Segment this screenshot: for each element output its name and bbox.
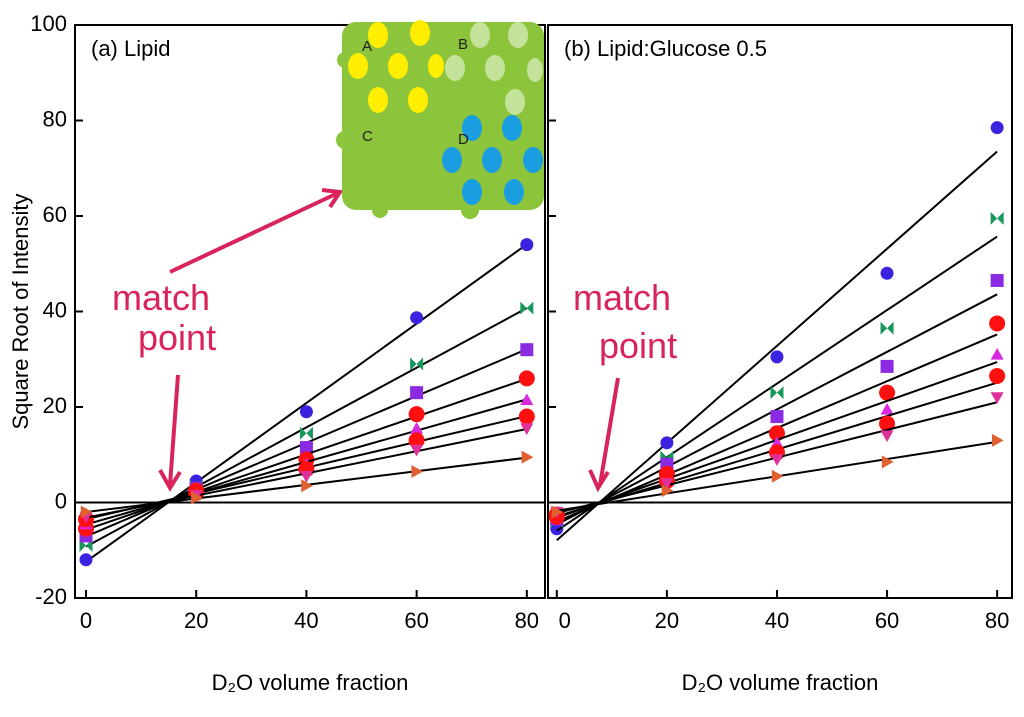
marker	[879, 384, 896, 401]
x-tick-label: 20	[184, 608, 208, 633]
inset-label: B	[458, 36, 468, 53]
marker	[991, 433, 1004, 447]
marker	[299, 441, 313, 455]
marker	[880, 321, 894, 335]
marker	[989, 315, 1006, 332]
marker	[79, 553, 93, 567]
arrows	[158, 188, 620, 493]
marker	[880, 430, 894, 443]
marker	[770, 386, 784, 400]
x-tick-label: 80	[515, 608, 539, 633]
fit-line	[556, 150, 998, 541]
x-tick-label: 40	[765, 608, 789, 633]
marker	[410, 311, 424, 325]
marker	[661, 484, 674, 498]
marker	[879, 415, 896, 432]
marker	[520, 393, 534, 406]
y-tick-label: 60	[43, 202, 67, 227]
marker	[518, 408, 535, 425]
marker	[518, 370, 535, 387]
fit-line	[556, 293, 998, 526]
marker	[301, 479, 313, 493]
marker	[660, 436, 674, 450]
x-tick-label: 0	[559, 608, 571, 633]
inset-label: D	[458, 131, 469, 148]
fit-line	[556, 235, 998, 532]
panel-title: (a) Lipid	[91, 36, 170, 61]
marker	[770, 410, 784, 424]
inset-illustration: A B C D	[336, 20, 544, 219]
marker	[881, 455, 894, 469]
marker	[990, 347, 1004, 360]
y-axis-label: Square Root of Intensity	[8, 193, 33, 429]
marker	[410, 386, 424, 400]
x-tick-label: 0	[80, 608, 92, 633]
y-tick-label: 20	[43, 393, 67, 418]
marker	[771, 469, 784, 483]
marker	[299, 471, 313, 483]
marker	[880, 402, 894, 415]
marker	[410, 444, 424, 457]
x-tick-label: 20	[655, 608, 679, 633]
annotation: match point	[573, 277, 677, 366]
marker	[520, 238, 534, 252]
marker	[520, 343, 534, 357]
marker	[990, 121, 1004, 135]
y-tick-label: 0	[55, 488, 67, 513]
marker	[990, 392, 1004, 404]
marker	[989, 367, 1006, 384]
y-tick-label: 100	[30, 11, 67, 36]
x-axis-label: D₂O volume fraction	[212, 670, 409, 695]
marker	[410, 421, 424, 434]
marker	[770, 454, 784, 467]
marker	[410, 357, 424, 371]
marker	[299, 405, 313, 419]
inset-label: C	[362, 128, 373, 145]
y-tick-label: 80	[43, 106, 67, 131]
panel-title: (b) Lipid:Glucose 0.5	[564, 36, 767, 61]
marker	[191, 491, 203, 505]
x-tick-label: 40	[294, 608, 318, 633]
x-tick-label: 80	[985, 608, 1009, 633]
annotation: match point	[112, 277, 216, 358]
marker	[880, 359, 894, 373]
x-tick-label: 60	[875, 608, 899, 633]
marker	[990, 273, 1004, 287]
marker	[880, 266, 894, 280]
fit-line	[85, 243, 528, 563]
marker	[411, 464, 424, 478]
marker	[660, 478, 674, 490]
fit-line	[85, 307, 528, 548]
marker	[520, 301, 534, 315]
marker	[521, 450, 534, 464]
y-tick-label: -20	[35, 584, 67, 609]
x-axis-label: D₂O volume fraction	[682, 670, 879, 695]
inset-label: A	[362, 38, 372, 55]
x-tick-label: 60	[404, 608, 428, 633]
marker	[770, 350, 784, 364]
marker	[990, 211, 1004, 225]
marker	[408, 406, 425, 423]
y-tick-label: 40	[43, 297, 67, 322]
marker	[768, 425, 785, 442]
marker	[408, 432, 425, 449]
marker	[551, 505, 564, 519]
marker	[299, 426, 313, 440]
marker	[520, 423, 534, 435]
marker	[80, 505, 93, 519]
